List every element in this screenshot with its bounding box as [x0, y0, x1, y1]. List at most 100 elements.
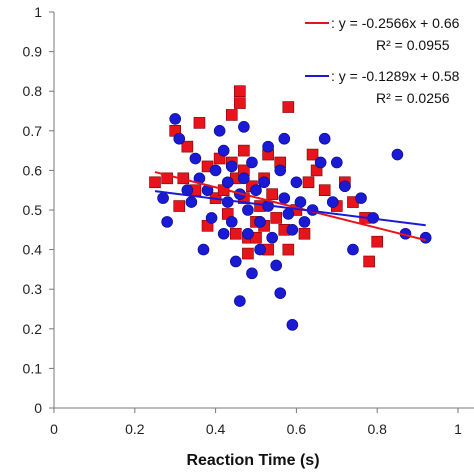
y-tick-label: 0.3: [23, 281, 43, 297]
data-point-circle: [330, 156, 343, 169]
data-point-square: [371, 235, 384, 248]
y-tick-label: 0.1: [23, 360, 43, 376]
x-tick-label: 0: [50, 421, 58, 437]
x-tick-label: 1: [454, 421, 462, 437]
data-point-square: [234, 97, 246, 109]
data-point-square: [181, 140, 194, 153]
data-point-circle: [347, 243, 359, 256]
trendlines: [154, 171, 426, 242]
data-point-circle: [185, 196, 198, 208]
data-point-circle: [339, 180, 351, 193]
data-point-square: [193, 117, 206, 129]
data-point-square: [234, 85, 246, 97]
data-point-circle: [262, 140, 274, 153]
data-point-square: [238, 144, 250, 157]
data-point-circle: [221, 176, 234, 189]
data-point-circle: [189, 152, 202, 165]
data-point-circle: [258, 176, 270, 189]
data-point-square: [173, 200, 186, 212]
x-axis-label: Reaction Time (s): [186, 452, 319, 469]
data-point-circle: [209, 164, 222, 177]
data-point-circle: [173, 132, 186, 145]
data-point-circle: [205, 212, 218, 224]
data-point-circle: [286, 319, 299, 331]
data-point-circle: [238, 121, 250, 133]
data-point-square: [282, 243, 295, 256]
data-point-circle: [242, 227, 254, 240]
data-point-circle: [250, 184, 262, 196]
trendline: [154, 190, 426, 227]
legend-r-squared: R² = 0.0256: [376, 90, 450, 106]
x-tick-label: 0.4: [206, 421, 226, 437]
y-tick-label: 0.7: [23, 123, 43, 139]
data-point-circle: [225, 160, 238, 173]
data-point-circle: [246, 267, 258, 280]
y-tick-label: 0: [34, 400, 42, 416]
y-tick-label: 1: [34, 4, 42, 20]
data-point-circle: [326, 196, 339, 208]
data-point-square: [306, 148, 319, 161]
data-point-circle: [157, 192, 169, 204]
data-point-square: [161, 172, 173, 185]
data-point-circle: [254, 216, 266, 228]
data-point-circle: [274, 164, 287, 177]
x-tick-label: 0.8: [367, 421, 387, 437]
data-point-circle: [318, 132, 331, 145]
legend-equation: : y = -0.2566x + 0.66: [331, 15, 460, 31]
data-point-circle: [282, 208, 295, 220]
data-point-circle: [314, 156, 327, 169]
data-point-circle: [278, 132, 291, 145]
data-point-square: [270, 212, 283, 224]
data-point-circle: [270, 259, 283, 272]
data-point-square: [266, 188, 278, 200]
y-tick-label: 0.8: [23, 83, 43, 99]
data-point-circle: [286, 224, 299, 236]
y-tick-label: 0.2: [23, 321, 43, 337]
legend: : y = -0.2566x + 0.66 R² = 0.0955 : y = -0…: [305, 15, 460, 106]
data-point-square: [318, 184, 331, 196]
data-point-circle: [246, 156, 258, 169]
data-point-circle: [274, 287, 287, 299]
data-point-square: [230, 227, 242, 240]
data-point-square: [225, 109, 238, 121]
data-point-circle: [242, 204, 254, 216]
data-point-square: [149, 176, 161, 189]
data-point-square: [242, 247, 254, 260]
x-tick-label: 0.6: [287, 421, 307, 437]
data-point-circle: [197, 243, 210, 256]
data-point-circle: [217, 144, 230, 157]
x-tick-label: 0.2: [125, 421, 145, 437]
data-point-circle: [355, 192, 367, 204]
data-point-circle: [294, 196, 307, 208]
data-point-circle: [419, 231, 432, 244]
data-point-square: [363, 255, 375, 268]
data-point-square: [298, 227, 311, 240]
axes: 0 0.1 0.2 0.3 0.4 0.5 0.6 0.7 0.8 0.9 1 0 0.2 0.4 0.6 0…: [23, 4, 474, 437]
legend-equation: : y = -0.1289x + 0.58: [331, 68, 460, 84]
data-point-circle: [290, 176, 303, 189]
data-point-square: [302, 176, 315, 189]
y-tick-label: 0.9: [23, 44, 43, 60]
y-tick-label: 0.5: [23, 202, 43, 218]
data-point-circle: [278, 192, 291, 204]
data-point-circle: [266, 231, 278, 244]
data-point-circle: [169, 113, 181, 125]
data-point-circle: [254, 243, 266, 256]
legend-r-squared: R² = 0.0955: [376, 37, 450, 53]
data-point-circle: [221, 196, 234, 208]
trendline: [154, 171, 426, 242]
data-markers: [149, 85, 432, 331]
y-tick-label: 0.6: [23, 162, 43, 178]
y-tick-label: 0.4: [23, 242, 43, 258]
data-point-circle: [298, 216, 311, 228]
data-point-circle: [234, 295, 246, 307]
data-point-circle: [213, 125, 226, 137]
data-point-circle: [161, 216, 173, 228]
data-point-circle: [230, 255, 242, 268]
data-point-circle: [225, 216, 238, 228]
data-point-circle: [238, 172, 250, 185]
data-point-circle: [391, 148, 404, 161]
data-point-square: [282, 101, 295, 113]
data-point-circle: [217, 227, 230, 240]
